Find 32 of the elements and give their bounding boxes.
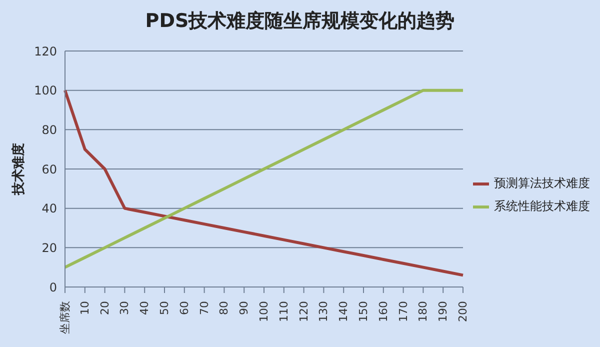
x-tick-label: 30	[118, 301, 132, 315]
x-tick-label: 80	[218, 301, 231, 315]
x-tick-label: 50	[158, 301, 171, 315]
y-tick-label: 40	[42, 202, 57, 216]
x-tick-label: 130	[317, 301, 330, 322]
legend-label: 预测算法技术难度	[494, 175, 590, 192]
x-tick-label: 120	[297, 301, 310, 322]
legend-label: 系统性能技术难度	[494, 198, 590, 215]
x-tick-label: 200	[456, 301, 470, 322]
x-tick-label: 70	[198, 301, 211, 315]
y-axis-title: 技术难度	[10, 143, 27, 196]
x-tick-label: 180	[416, 301, 430, 322]
y-tick-label: 20	[42, 240, 57, 255]
x-tick-label: 110	[277, 301, 290, 322]
x-tick-label: 10	[78, 301, 92, 315]
y-tick-label: 80	[42, 122, 57, 137]
x-tick-label: 20	[98, 301, 112, 315]
x-tick-label: 190	[436, 301, 450, 322]
chart-title: PDS技术难度随坐席规模变化的趋势	[144, 9, 456, 34]
x-tick-label: 60	[178, 301, 191, 315]
x-tick-label: 90	[238, 301, 251, 315]
x-tick-label: 100	[258, 301, 270, 322]
x-tick-label: 170	[396, 301, 410, 322]
x-tick-label: 160	[376, 301, 390, 322]
y-tick-label: 100	[34, 84, 57, 98]
x-tick-label: 140	[337, 301, 350, 322]
y-tick-label: 0	[49, 280, 57, 294]
x-tick-label: 150	[357, 301, 370, 322]
x-tick-label: 坐席数	[58, 301, 72, 334]
y-tick-label: 60	[42, 162, 57, 176]
x-tick-label: 40	[138, 301, 152, 315]
y-tick-label: 120	[34, 44, 57, 58]
